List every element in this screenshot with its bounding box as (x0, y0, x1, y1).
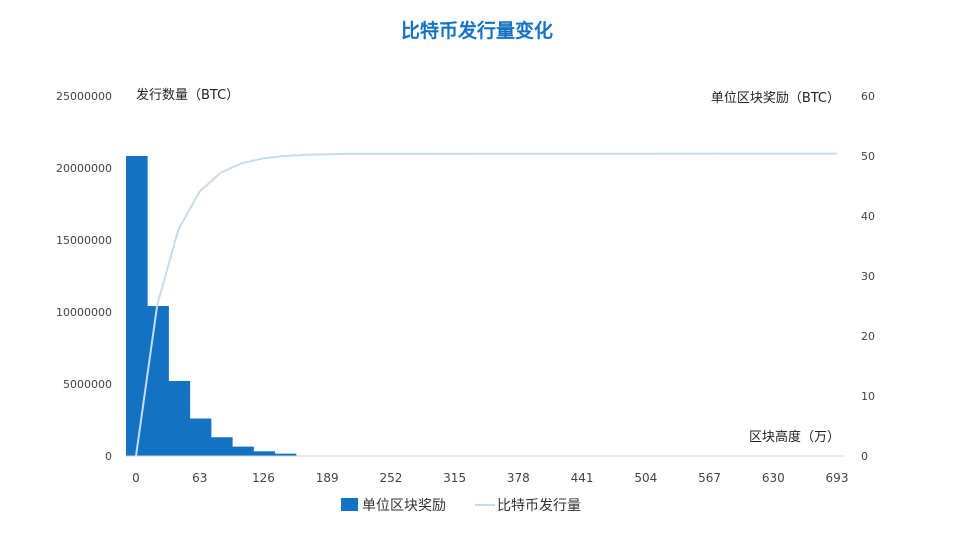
chart-title: 比特币发行量变化 (401, 19, 553, 42)
right-tick-label: 30 (861, 270, 875, 283)
reward-bar (232, 446, 254, 457)
reward-bar (168, 381, 191, 456)
right-tick-label: 40 (861, 210, 875, 223)
right-tick-label: 60 (861, 90, 875, 103)
x-tick-label: 378 (507, 471, 530, 485)
supply-line (135, 152, 838, 457)
left-tick-label: 10000000 (56, 306, 112, 319)
x-tick-label: 252 (379, 471, 402, 485)
right-tick-label: 0 (861, 450, 868, 463)
x-tick-label: 567 (698, 471, 721, 485)
legend-label-line: 比特币发行量 (497, 498, 581, 514)
reward-bar (274, 453, 297, 456)
left-axis-ticks: 0 5000000 10000000 15000000 20000000 25000000 (56, 90, 112, 463)
x-tick-label: 504 (634, 471, 657, 485)
right-tick-label: 10 (861, 390, 875, 403)
reward-bar (126, 156, 148, 456)
right-tick-label: 20 (861, 330, 875, 343)
x-tick-label: 189 (316, 471, 339, 485)
left-tick-label: 25000000 (56, 90, 112, 103)
x-tick-label: 315 (443, 471, 466, 485)
right-axis-label: 单位区块奖励（BTC） (711, 91, 840, 106)
left-tick-label: 15000000 (56, 234, 112, 247)
x-tick-label: 441 (571, 471, 594, 485)
x-tick-label: 693 (826, 471, 849, 485)
reward-bars (126, 156, 297, 457)
legend-label-bar: 单位区块奖励 (362, 497, 446, 514)
reward-bar (147, 306, 169, 456)
x-axis-ticks: 0 63 126 189 252 315 378 441 504 567 630 693 (132, 471, 848, 485)
reward-bar (253, 451, 276, 456)
x-tick-label: 0 (132, 471, 140, 485)
reward-bar (210, 437, 233, 456)
x-axis-label: 区块高度（万） (749, 429, 840, 445)
x-tick-label: 630 (762, 471, 785, 485)
x-tick-label: 63 (192, 471, 207, 485)
x-tick-label: 126 (252, 471, 275, 485)
left-tick-label: 5000000 (63, 378, 112, 391)
left-axis-label: 发行数量（BTC） (136, 87, 239, 103)
legend-swatch-bar (341, 498, 358, 511)
right-axis-ticks: 0 10 20 30 40 50 60 (861, 90, 875, 463)
reward-bar (189, 418, 212, 456)
legend: 单位区块奖励 比特币发行量 (341, 497, 581, 514)
right-tick-label: 50 (861, 150, 875, 163)
left-tick-label: 0 (105, 450, 112, 463)
left-tick-label: 20000000 (56, 162, 112, 175)
